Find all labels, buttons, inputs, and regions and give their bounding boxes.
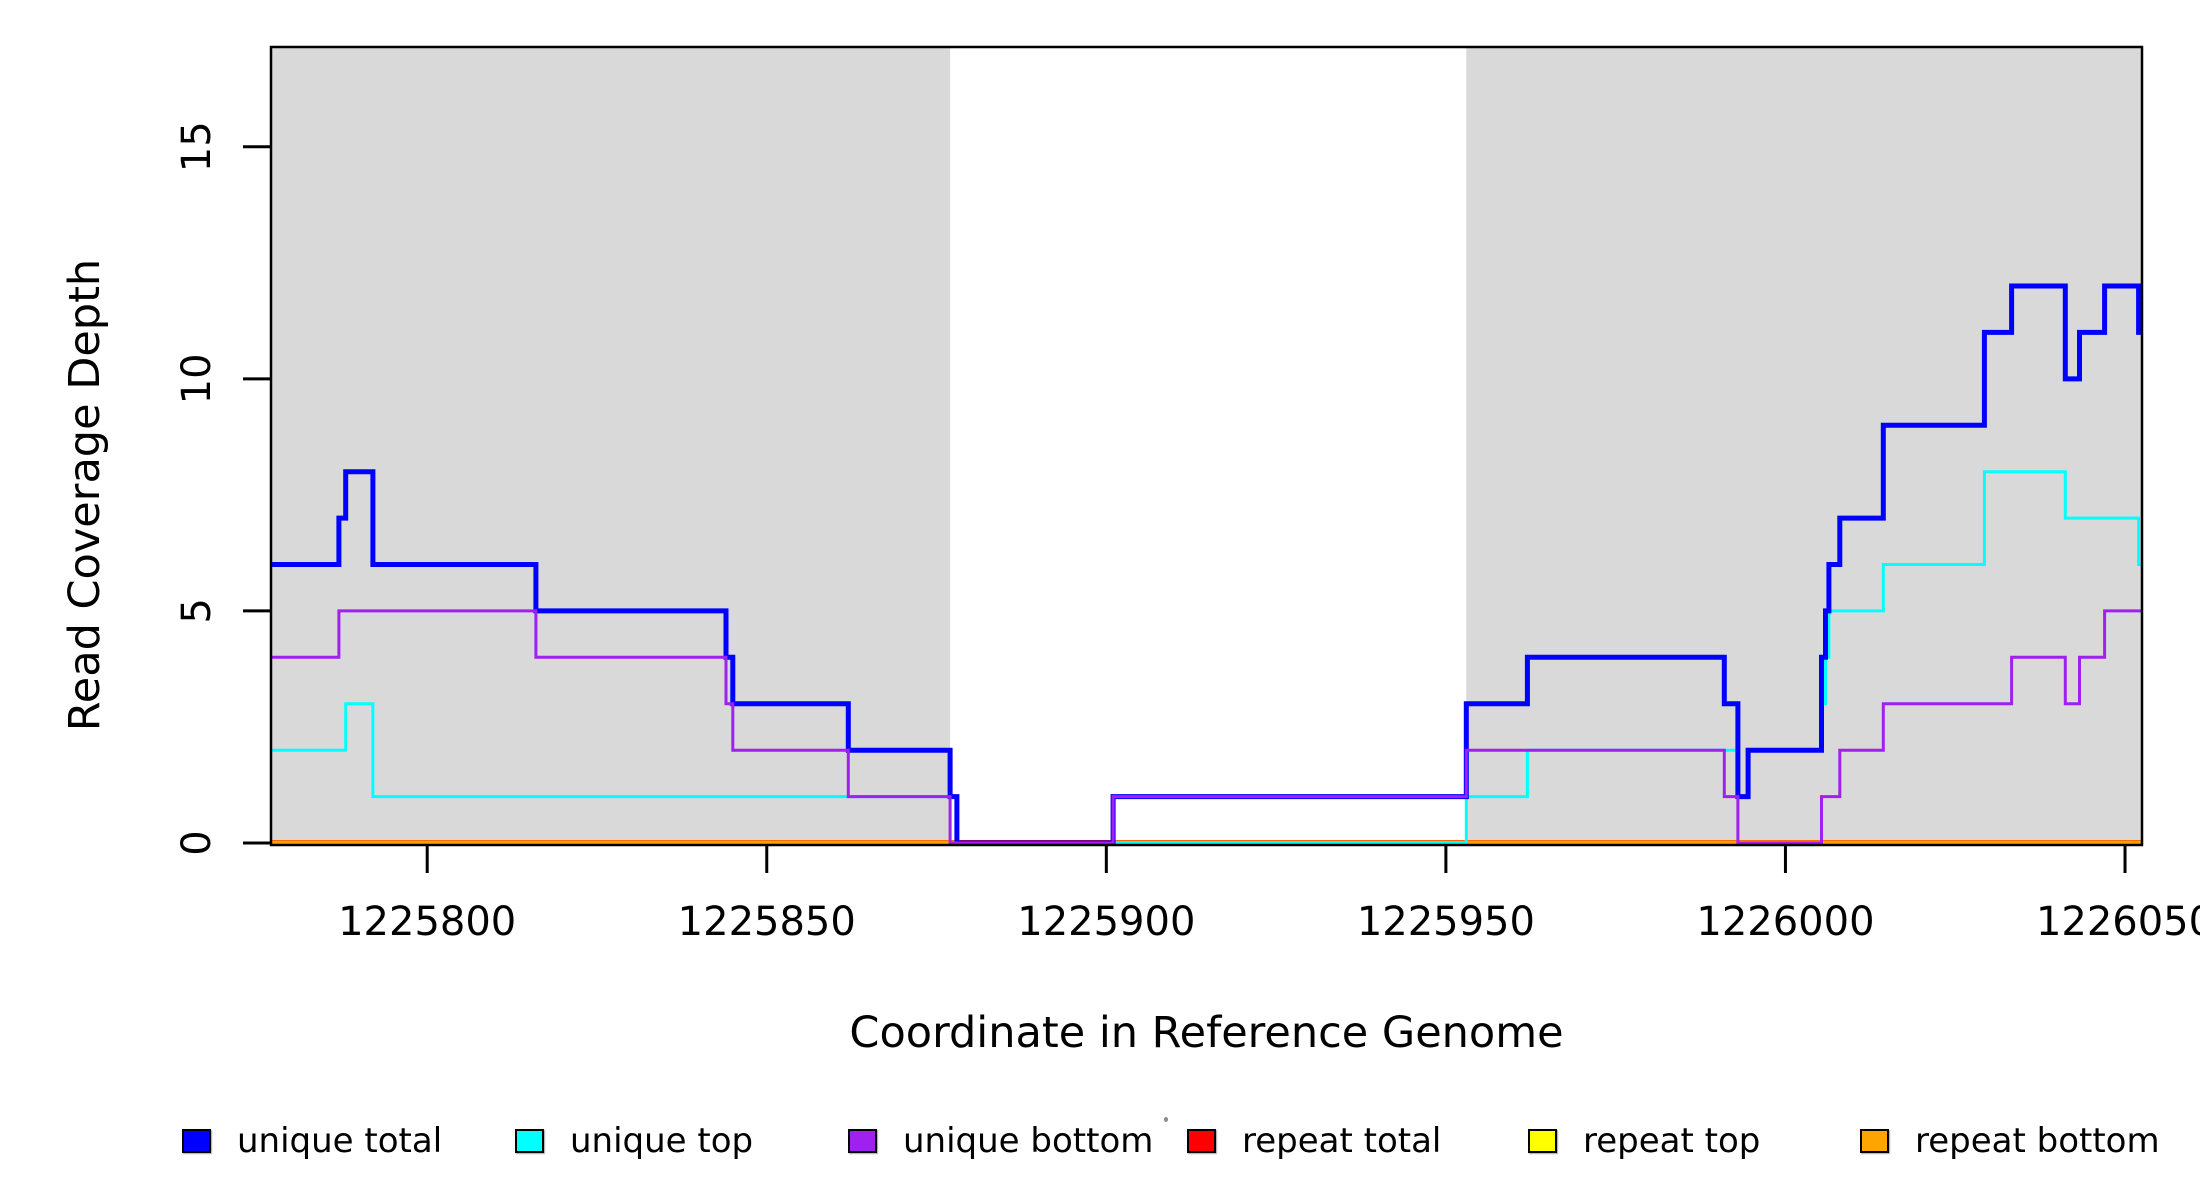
x-tick-label: 1226000 xyxy=(1696,899,1874,945)
x-tick-label: 1225900 xyxy=(1017,899,1195,945)
legend-label: repeat top xyxy=(1583,1121,1761,1161)
y-tick-label: 15 xyxy=(174,121,220,172)
x-tick-label: 1226050 xyxy=(2036,899,2200,945)
stray-dot-artifact xyxy=(1164,1117,1168,1122)
legend-item-unique-bottom: unique bottom xyxy=(848,1121,1153,1161)
x-tick-label: 1225950 xyxy=(1357,899,1535,945)
y-tick-label: 5 xyxy=(174,598,220,623)
legend-swatch-unique-bottom xyxy=(848,1129,877,1153)
legend-swatch-unique-top xyxy=(515,1129,544,1153)
legend-swatch-repeat-bottom xyxy=(1860,1129,1889,1153)
series-line-unique-bottom xyxy=(271,609,2142,845)
legend-swatch-unique-total xyxy=(182,1129,211,1153)
shaded-region xyxy=(271,47,951,845)
legend-item-unique-total: unique total xyxy=(182,1121,442,1161)
legend-label: repeat total xyxy=(1242,1121,1442,1161)
y-tick-label: 0 xyxy=(174,830,220,855)
legend-swatch-repeat-top xyxy=(1528,1129,1557,1153)
legend-label: unique bottom xyxy=(903,1121,1154,1161)
legend-label: repeat bottom xyxy=(1915,1121,2160,1161)
x-tick-label: 1225850 xyxy=(678,899,856,945)
legend-item-repeat-bottom: repeat bottom xyxy=(1860,1121,2160,1161)
legend-label: unique top xyxy=(570,1121,754,1161)
shaded-region xyxy=(1466,47,2142,845)
y-tick-label: 10 xyxy=(174,353,220,404)
legend-swatch-repeat-total xyxy=(1187,1129,1216,1153)
plot-border xyxy=(269,45,2144,847)
legend-item-repeat-total: repeat total xyxy=(1187,1121,1441,1161)
x-axis-title: Coordinate in Reference Genome xyxy=(849,1008,1564,1058)
x-tick-label: 1225800 xyxy=(338,899,516,945)
series-line-unique-total xyxy=(271,283,2142,846)
legend-item-unique-top: unique top xyxy=(515,1121,753,1161)
legend-label: unique total xyxy=(237,1121,443,1161)
y-axis-title: Read Coverage Depth xyxy=(60,258,110,732)
legend-item-repeat-top: repeat top xyxy=(1528,1121,1760,1161)
